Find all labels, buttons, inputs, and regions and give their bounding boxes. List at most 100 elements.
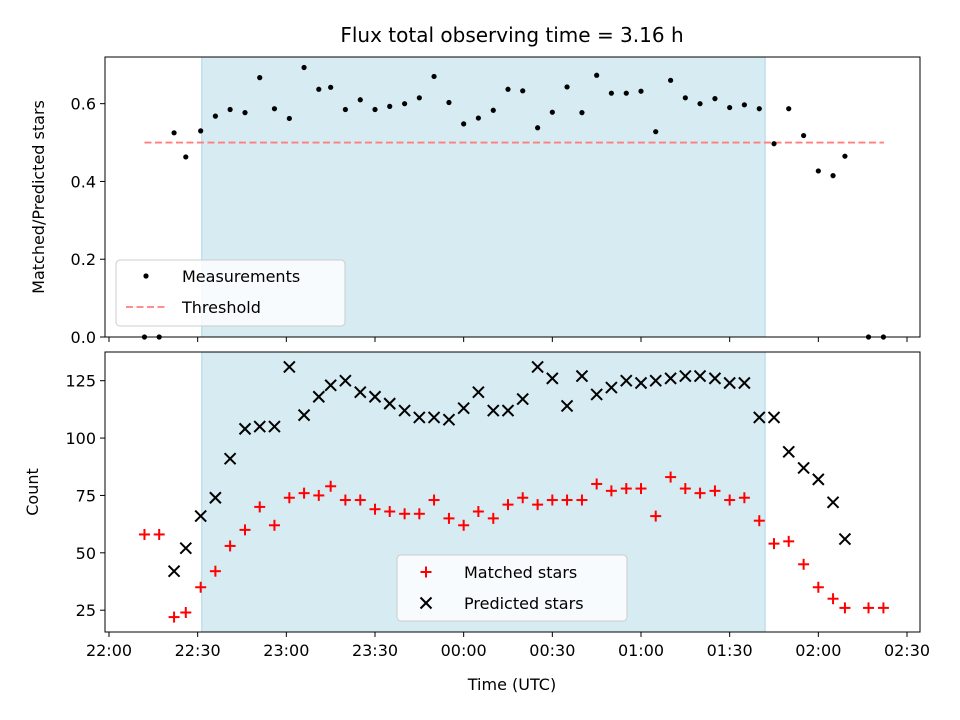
legend-matched-marker bbox=[420, 566, 432, 578]
marker-stroke bbox=[238, 422, 252, 436]
marker-stroke bbox=[590, 388, 603, 401]
predicted-star-marker bbox=[368, 390, 382, 403]
marker-stroke bbox=[413, 411, 426, 424]
matched-star-marker bbox=[168, 611, 180, 623]
predicted-star-marker bbox=[354, 385, 367, 399]
predicted-star-marker bbox=[767, 411, 781, 424]
matched-star-marker bbox=[254, 501, 266, 513]
y-tick-label: 75 bbox=[76, 486, 96, 505]
marker-stroke bbox=[826, 496, 840, 509]
measurement-point bbox=[357, 97, 363, 103]
x-tick-label: 02:00 bbox=[795, 641, 841, 660]
marker-stroke bbox=[268, 420, 281, 433]
matched-star-marker bbox=[428, 494, 440, 506]
y-tick-label: 0.6 bbox=[71, 95, 96, 114]
measurement-point bbox=[638, 88, 644, 94]
top-y-axis-label: Matched/Predicted stars bbox=[29, 100, 48, 294]
marker-stroke bbox=[738, 376, 751, 390]
predicted-star-marker bbox=[723, 376, 736, 390]
matched-star-marker bbox=[546, 494, 558, 506]
predicted-star-marker bbox=[738, 376, 751, 390]
measurement-point bbox=[227, 106, 233, 113]
matched-star-marker bbox=[443, 512, 455, 524]
measurement-point bbox=[505, 86, 511, 92]
y-tick-label: 50 bbox=[76, 544, 96, 563]
predicted-star-marker bbox=[283, 360, 296, 374]
matched-star-marker bbox=[268, 519, 280, 531]
predicted-star-marker bbox=[634, 376, 648, 390]
matched-star-marker bbox=[812, 581, 824, 593]
predicted-star-marker bbox=[753, 411, 766, 424]
matched-star-marker bbox=[694, 487, 706, 499]
marker-stroke bbox=[516, 392, 529, 406]
predicted-star-marker bbox=[209, 491, 222, 504]
predicted-star-marker bbox=[457, 402, 470, 415]
matched-star-marker bbox=[180, 606, 192, 618]
marker-stroke bbox=[354, 385, 367, 399]
measurement-point bbox=[271, 106, 278, 112]
matched-star-marker bbox=[738, 492, 750, 504]
marker-stroke bbox=[708, 372, 722, 385]
legend-measurement-marker bbox=[143, 273, 149, 279]
matched-star-marker bbox=[650, 510, 662, 522]
predicted-star-marker bbox=[167, 564, 181, 578]
x-tick-label: 00:30 bbox=[529, 641, 575, 660]
marker-stroke bbox=[753, 411, 766, 424]
matched-star-marker bbox=[224, 540, 236, 552]
legend-matched-label: Matched stars bbox=[464, 563, 577, 582]
y-tick-label: 100 bbox=[65, 429, 96, 448]
matched-star-marker bbox=[753, 515, 765, 527]
marker-stroke bbox=[531, 360, 544, 374]
measurement-point bbox=[402, 101, 408, 107]
chart-title: Flux total observing time = 3.16 h bbox=[340, 23, 683, 47]
y-tick-label: 125 bbox=[65, 372, 96, 391]
measurement-point bbox=[756, 106, 762, 112]
x-tick-label: 22:00 bbox=[86, 641, 132, 660]
marker-stroke bbox=[297, 408, 311, 422]
measurement-point bbox=[594, 72, 600, 78]
marker-stroke bbox=[427, 411, 441, 424]
legend-box bbox=[396, 554, 628, 622]
marker-stroke bbox=[797, 461, 810, 475]
predicted-star-marker bbox=[398, 404, 411, 417]
matched-star-marker bbox=[605, 485, 617, 497]
matched-star-marker bbox=[679, 483, 691, 495]
marker-stroke bbox=[620, 374, 633, 387]
matched-star-marker bbox=[369, 503, 381, 515]
measurement-point bbox=[301, 64, 307, 71]
marker-stroke bbox=[442, 413, 456, 426]
matched-star-marker bbox=[239, 524, 251, 536]
y-tick-label: 0.2 bbox=[71, 250, 96, 269]
predicted-star-marker bbox=[620, 374, 633, 387]
matched-star-marker bbox=[138, 528, 150, 540]
predicted-star-marker bbox=[268, 420, 281, 433]
matched-star-marker bbox=[798, 558, 810, 570]
marker-stroke bbox=[838, 532, 852, 546]
predicted-star-marker bbox=[838, 532, 852, 546]
matched-star-marker bbox=[620, 483, 632, 495]
measurement-point bbox=[520, 88, 526, 94]
marker-stroke bbox=[664, 372, 677, 385]
bottom-y-axis-label: Count bbox=[23, 468, 42, 516]
matched-star-marker bbox=[839, 602, 851, 614]
predicted-star-marker bbox=[194, 509, 207, 523]
marker-stroke bbox=[179, 542, 192, 555]
marker-stroke bbox=[324, 379, 337, 392]
predicted-star-marker bbox=[472, 385, 485, 399]
legend-predicted-marker bbox=[419, 596, 433, 610]
measurement-point bbox=[653, 129, 659, 135]
measurement-point bbox=[668, 77, 674, 83]
predicted-star-marker bbox=[339, 374, 352, 387]
marker-stroke bbox=[339, 374, 352, 387]
predicted-star-marker bbox=[708, 372, 722, 385]
measurement-point bbox=[286, 115, 292, 122]
legend-predicted-label: Predicted stars bbox=[464, 594, 584, 613]
matched-star-marker bbox=[283, 492, 295, 504]
measurement-point bbox=[198, 128, 204, 134]
measurement-point bbox=[372, 106, 378, 113]
predicted-star-marker bbox=[238, 422, 252, 436]
measurement-point bbox=[535, 125, 541, 131]
marker-stroke bbox=[283, 360, 296, 374]
marker-stroke bbox=[605, 381, 618, 394]
measurement-point bbox=[712, 96, 718, 102]
